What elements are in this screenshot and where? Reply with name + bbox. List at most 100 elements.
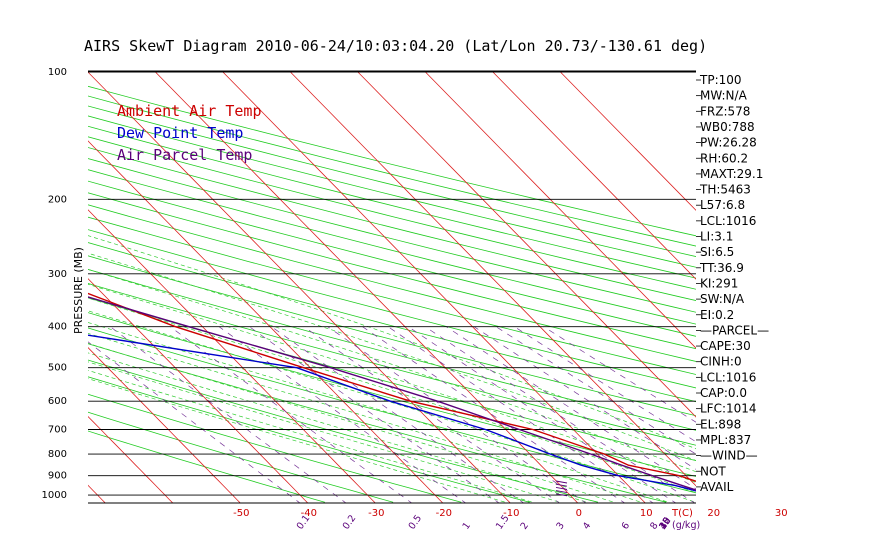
legend-dew-point-temp: Dew Point Temp	[117, 124, 243, 142]
pressure-tick-label: 1000	[42, 490, 67, 501]
moist-adiabat-line	[88, 378, 510, 503]
isotherm-line	[88, 209, 376, 503]
isotherm-line	[290, 71, 696, 487]
chart-title: AIRS SkewT Diagram 2010-06-24/10:03:04.2…	[84, 37, 707, 55]
index-item: —WIND—	[700, 449, 758, 463]
moist-adiabat-line	[88, 297, 696, 494]
wind-barb	[555, 486, 568, 490]
bottom-right-label: T(C)	[671, 508, 693, 519]
index-item: TP:100	[699, 73, 742, 87]
pressure-tick-labels: 100 200 300 400 500 600 700 800 900 1000	[42, 67, 67, 501]
bottom-temperature-tick-label: -50	[233, 508, 249, 519]
index-item: LCL:1016	[700, 214, 756, 228]
moist-adiabat-line	[88, 361, 564, 503]
index-item: FRZ:578	[700, 104, 750, 118]
bottom-temperature-tick-label: 30	[775, 508, 788, 519]
index-item: EL:898	[700, 417, 741, 431]
index-item: LFC:1014	[700, 402, 757, 416]
isotherm-line	[0, 72, 39, 504]
dry-adiabat-line	[88, 169, 696, 325]
mixing-ratio-line	[446, 326, 696, 490]
wind-barbs	[555, 480, 568, 497]
y-axis-label: PRESSURE (MB)	[72, 247, 85, 334]
dry-adiabat-line	[88, 242, 696, 403]
index-item: LCL:1016	[700, 370, 756, 384]
mixing-ratio-label: 0.2	[341, 513, 359, 532]
isotherm-line	[222, 71, 646, 503]
bottom-temperature-tick-label: -10	[503, 508, 519, 519]
mixing-ratio-line	[88, 341, 301, 503]
dry-adiabat-line	[88, 255, 696, 417]
dry-adiabat-line	[88, 393, 462, 503]
dry-adiabat-line	[88, 115, 696, 268]
bottom-temperature-tick-label: 0	[576, 508, 582, 519]
mixing-ratio-line	[408, 326, 677, 503]
mixing-ratio-line	[271, 326, 525, 503]
legend-air-parcel-temp: Air Parcel Temp	[117, 146, 252, 164]
dry-adiabat-line	[88, 158, 696, 313]
dry-adiabat-line	[88, 95, 696, 247]
moist-adiabat-line	[88, 268, 696, 473]
pressure-tick-label: 900	[48, 471, 67, 482]
dry-adiabat-line	[88, 297, 696, 462]
mixing-ratio-line	[218, 326, 467, 503]
mixing-ratio-label: 40	[657, 516, 673, 532]
moist-adiabat-line	[88, 332, 645, 503]
dry-adiabat-line	[88, 359, 598, 503]
mixing-ratio-label: 8	[648, 520, 660, 531]
moist-adiabat-line	[88, 283, 696, 483]
index-item: NOT	[700, 464, 726, 478]
isobar-lines	[88, 70, 696, 504]
index-item: AVAIL	[700, 480, 734, 494]
mixing-ratio-label: 0.5	[407, 513, 425, 532]
isotherm-line	[88, 278, 309, 503]
dry-adiabat-line	[88, 125, 696, 279]
dry-adiabat-line	[88, 192, 696, 350]
mixing-ratio-label: 2	[519, 520, 531, 531]
mixing-ratio-line	[387, 326, 654, 503]
profile-lines	[88, 292, 696, 492]
moist-adiabat-line	[88, 322, 672, 503]
isotherm-line	[88, 140, 444, 503]
mixing-ratio-label: 1	[461, 520, 473, 531]
bottom-temperature-tick-label: 10	[640, 508, 653, 519]
mixing-ratio-label: 4	[581, 520, 593, 531]
isotherm-line	[88, 484, 106, 503]
index-item: LI:3.1	[700, 230, 733, 244]
wind-barb	[555, 483, 568, 487]
dry-adiabat-line	[88, 229, 696, 389]
wind-barb	[555, 490, 568, 494]
dry-adiabat-line	[88, 105, 696, 257]
index-item: TH:5463	[699, 183, 751, 197]
mixing-ratio-line	[303, 326, 561, 503]
bottom-temperature-tick-label: 20	[707, 508, 720, 519]
mixing-ratio-label: 3	[554, 520, 566, 531]
temperature-grid	[88, 85, 696, 503]
index-item: L57:6.8	[700, 198, 745, 212]
index-item: RH:60.2	[700, 151, 748, 165]
dew-point-temp-line	[88, 334, 696, 492]
isotherm-line	[425, 71, 696, 349]
mixing-ratio-line	[249, 326, 500, 503]
bottom-temperature-tick-label: -30	[368, 508, 384, 519]
pressure-tick-label: 600	[48, 396, 67, 407]
wind-barb	[555, 480, 568, 484]
mixing-ratio-label: 6	[620, 520, 632, 531]
bottom-temperature-tick-label: -20	[436, 508, 452, 519]
mixing-ratio-line	[327, 326, 587, 503]
wind-barb	[555, 493, 568, 497]
bottom-temperature-tick-labels: -50 -40 -30 -20 -10 0 10 20 30	[233, 508, 788, 519]
dry-adiabat-line	[88, 376, 530, 503]
index-item: CAP:0.0	[700, 386, 747, 400]
index-item: PW:26.28	[700, 136, 757, 150]
index-item: MAXT:29.1	[700, 167, 763, 181]
index-item: KI:291	[700, 276, 738, 290]
dry-adiabat-line	[88, 411, 394, 503]
air-parcel-temp-line	[88, 296, 696, 491]
index-item: —PARCEL—	[700, 323, 769, 337]
dry-adiabat-line	[88, 269, 696, 431]
index-item: WB0:788	[700, 120, 755, 134]
pressure-tick-label: 200	[48, 194, 67, 205]
dry-adiabat-line	[88, 343, 667, 503]
